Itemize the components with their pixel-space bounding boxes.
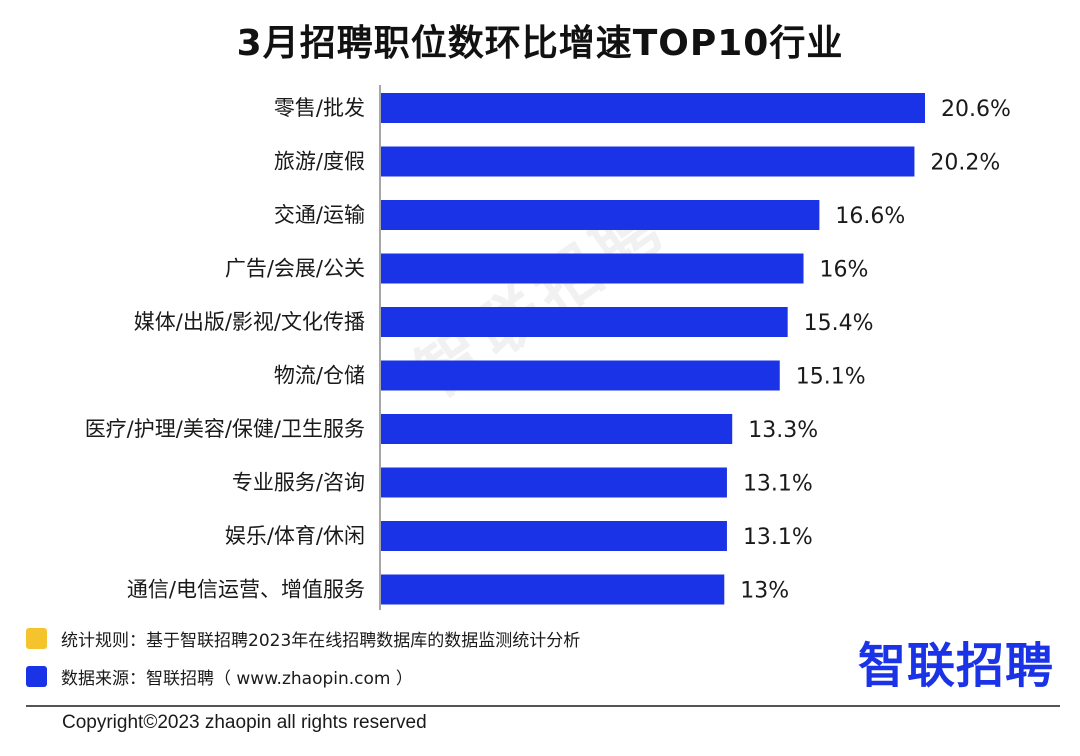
bar-4 (381, 307, 788, 337)
category-label-6: 医疗/护理/美容/保健/卫生服务 (85, 417, 365, 441)
value-label-3: 16% (820, 258, 869, 283)
category-label-4: 媒体/出版/影视/文化传播 (134, 310, 365, 334)
value-label-0: 20.6% (941, 97, 1011, 122)
value-label-4: 15.4% (804, 311, 874, 336)
value-label-1: 20.2% (930, 151, 1000, 176)
bar-9 (381, 574, 725, 605)
legend-swatch-yellow (26, 628, 47, 649)
category-label-0: 零售/批发 (274, 96, 365, 120)
value-label-9: 13% (740, 579, 789, 604)
category-label-8: 娱乐/体育/休闲 (225, 524, 365, 548)
footnote-rule-text: 统计规则：基于智联招聘2023年在线招聘数据库的数据监测统计分析 (61, 631, 581, 651)
bar-7 (381, 467, 727, 498)
value-label-8: 13.1% (743, 525, 813, 550)
chart-title: 3月招聘职位数环比增速TOP10行业 (236, 23, 844, 64)
bar-8 (381, 521, 727, 551)
bar-0 (381, 93, 925, 123)
category-label-5: 物流/仓储 (274, 364, 365, 388)
bar-5 (381, 360, 780, 391)
value-label-2: 16.6% (835, 204, 905, 229)
footer-divider (26, 705, 1060, 707)
legend-swatch-blue (26, 666, 47, 687)
footnote-source: 数据来源：智联招聘（ www.zhaopin.com ） (26, 664, 413, 689)
value-label-6: 13.3% (748, 418, 818, 443)
bar-1 (381, 146, 915, 177)
category-label-3: 广告/会展/公关 (225, 257, 365, 281)
bar-6 (381, 414, 733, 444)
copyright-text: Copyright©2023 zhaopin all rights reserv… (62, 712, 427, 733)
bar-2 (381, 200, 820, 230)
category-label-1: 旅游/度假 (274, 150, 365, 174)
brand-logo: 智联招聘 (857, 638, 1054, 694)
footnote-source-text: 数据来源：智联招聘（ www.zhaopin.com ） (61, 669, 413, 689)
value-label-7: 13.1% (743, 472, 813, 497)
category-label-2: 交通/运输 (274, 203, 365, 227)
bar-chart: 零售/批发 20.6% 旅游/度假 20.2% 交通/运输 16.6% 广告/会展/公关 16… (85, 85, 1011, 610)
bar-3 (381, 253, 804, 284)
category-label-7: 专业服务/咨询 (232, 471, 365, 495)
value-label-5: 15.1% (796, 365, 866, 390)
category-label-9: 通信/电信运营、增值服务 (127, 578, 365, 602)
bars-group: 零售/批发 20.6% 旅游/度假 20.2% 交通/运输 16.6% 广告/会展/公关 16… (85, 93, 1011, 605)
footnote-rule: 统计规则：基于智联招聘2023年在线招聘数据库的数据监测统计分析 (26, 626, 580, 651)
